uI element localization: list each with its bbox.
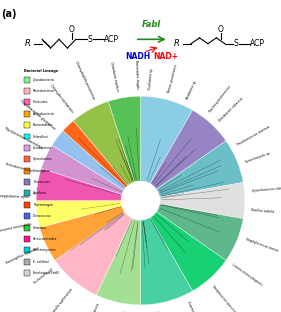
Text: Chlamydiae: Chlamydiae (33, 169, 51, 173)
Text: Mycobacterium tuberculosis: Mycobacterium tuberculosis (4, 127, 43, 150)
Text: Tenericutes: Tenericutes (33, 180, 50, 184)
Text: Oscillatoria sp.: Oscillatoria sp. (148, 67, 154, 90)
Wedge shape (55, 212, 132, 295)
Text: Prochlorococcus marinus: Prochlorococcus marinus (236, 124, 270, 147)
Wedge shape (41, 145, 124, 195)
Text: Aquificae: Aquificae (33, 192, 47, 195)
Text: Bacillus subtilis: Bacillus subtilis (251, 208, 275, 214)
Wedge shape (73, 101, 135, 186)
Text: S: S (233, 39, 238, 48)
Text: Chlamydia trachomatis: Chlamydia trachomatis (49, 84, 73, 114)
Bar (24, 168, 30, 174)
Text: Synechococcus elongatus: Synechococcus elongatus (251, 185, 281, 193)
Text: Planctomycetes: Planctomycetes (33, 248, 56, 252)
Wedge shape (36, 201, 122, 227)
Text: Helicobacter pylori: Helicobacter pylori (5, 163, 33, 174)
Wedge shape (140, 217, 193, 305)
Bar (24, 122, 30, 128)
Bar (24, 88, 30, 94)
Bar (24, 270, 30, 276)
Bar (24, 236, 30, 242)
Text: Fusobacteria: Fusobacteria (33, 146, 52, 150)
Text: S: S (87, 35, 92, 44)
Text: (a): (a) (1, 9, 17, 19)
Text: O: O (69, 25, 74, 34)
Wedge shape (159, 183, 245, 219)
Text: F.nucleatum(FabK): F.nucleatum(FabK) (33, 271, 60, 275)
Bar (24, 145, 30, 151)
Text: FabI: FabI (142, 20, 162, 29)
Text: Mycoplasma pneumoniae: Mycoplasma pneumoniae (118, 311, 127, 312)
Text: Bacterial Lineage: Bacterial Lineage (24, 69, 58, 72)
Bar (24, 134, 30, 139)
Text: Escherichia coli: Escherichia coli (33, 268, 54, 285)
Text: Proteobacteria: Proteobacteria (33, 89, 54, 93)
Text: Lactobacillus plantarum: Lactobacillus plantarum (154, 311, 163, 312)
Text: Listeria monocytogenes: Listeria monocytogenes (231, 263, 262, 287)
Text: Verrucomicrobia: Verrucomicrobia (33, 237, 57, 241)
Text: Chlamydophila pneumoniae: Chlamydophila pneumoniae (74, 61, 95, 100)
Text: Salmonella typhimurium: Salmonella typhimurium (47, 287, 73, 312)
Bar (24, 77, 30, 83)
Bar (24, 213, 30, 219)
Text: Firmicutes: Firmicutes (33, 100, 48, 105)
Bar (24, 202, 30, 208)
Text: Cyanobacteria: Cyanobacteria (33, 78, 54, 82)
Wedge shape (36, 168, 123, 201)
Text: Thermotogae: Thermotogae (33, 203, 53, 207)
Text: Staphylococcus aureus: Staphylococcus aureus (244, 237, 278, 252)
Wedge shape (108, 96, 140, 183)
Text: ACP: ACP (104, 35, 119, 44)
Text: Chlorobia: Chlorobia (33, 226, 47, 230)
Bar (24, 100, 30, 105)
Text: Deinococcus: Deinococcus (33, 214, 51, 218)
Bar (24, 247, 30, 253)
Bar (24, 156, 30, 162)
Wedge shape (52, 131, 126, 191)
Text: ACP: ACP (250, 39, 265, 48)
Text: R: R (174, 39, 180, 48)
Text: Actinobacteria: Actinobacteria (33, 112, 54, 116)
Text: Gloeobacter violaceus: Gloeobacter violaceus (218, 97, 244, 123)
Text: Nostoc punctiforme: Nostoc punctiforme (167, 64, 179, 93)
Text: Pseudomonas aeruginosa: Pseudomonas aeruginosa (82, 303, 101, 312)
Text: Chloroflexi: Chloroflexi (33, 134, 49, 139)
Bar (24, 225, 30, 231)
Text: Haemophilus influenzae: Haemophilus influenzae (6, 246, 40, 265)
Text: Bacteroidetes: Bacteroidetes (33, 123, 53, 127)
Wedge shape (156, 204, 243, 261)
Text: Streptococcus pneumoniae: Streptococcus pneumoniae (210, 285, 240, 312)
Wedge shape (140, 96, 193, 184)
Text: Synechocystis sp.: Synechocystis sp. (244, 151, 271, 164)
Text: NAD+: NAD+ (153, 52, 178, 61)
Wedge shape (156, 141, 243, 197)
Wedge shape (63, 121, 128, 188)
Wedge shape (150, 110, 226, 190)
Wedge shape (96, 218, 140, 305)
Text: Thermosynechococcus: Thermosynechococcus (208, 85, 232, 114)
Text: Chlorobium tepidum: Chlorobium tepidum (109, 61, 119, 92)
Text: E. coli(bla): E. coli(bla) (33, 260, 49, 264)
Circle shape (121, 182, 160, 220)
Text: Neisseria meningitidis: Neisseria meningitidis (0, 222, 32, 233)
Wedge shape (40, 206, 125, 261)
Wedge shape (150, 212, 226, 291)
Text: Corynebacterium glutamicum: Corynebacterium glutamicum (19, 99, 56, 130)
Text: NADH: NADH (125, 52, 150, 61)
Bar (24, 111, 30, 117)
Text: Anabaena sp.: Anabaena sp. (186, 80, 198, 100)
Text: R: R (25, 39, 31, 48)
Bar (24, 259, 30, 265)
Text: Spirochaetes: Spirochaetes (33, 157, 52, 161)
Bar (24, 179, 30, 185)
Text: Enterococcus faecalis: Enterococcus faecalis (186, 301, 203, 312)
Text: Campylobacter jejuni: Campylobacter jejuni (0, 193, 29, 199)
Bar (24, 190, 30, 197)
Text: Bacteroides fragilis: Bacteroides fragilis (133, 60, 139, 89)
Text: O: O (218, 25, 223, 34)
